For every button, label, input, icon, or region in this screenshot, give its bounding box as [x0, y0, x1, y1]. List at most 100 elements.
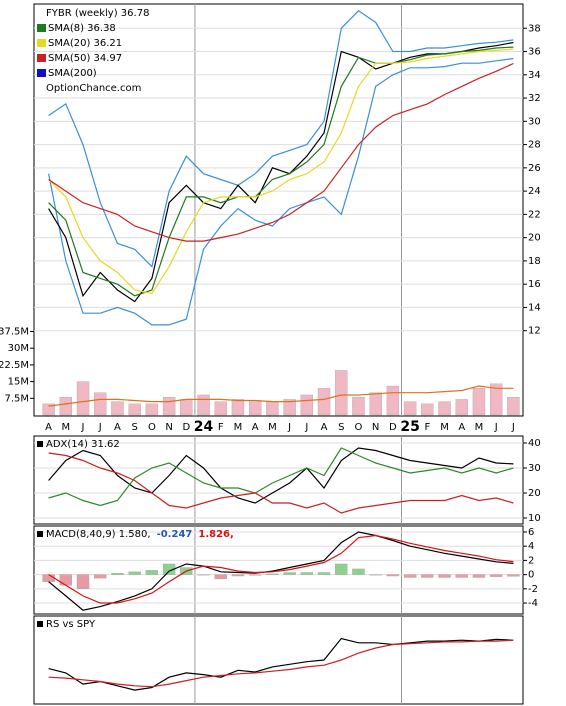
x-tick-label: J [511, 422, 515, 433]
y-tick-label: 18 [528, 256, 541, 267]
x-tick-label: S [131, 422, 137, 433]
chart-title: RS vs SPY [46, 619, 96, 630]
x-tick-label: J [494, 422, 498, 433]
series-line [48, 637, 514, 691]
bar [214, 401, 227, 416]
x-tick-label: S [338, 422, 344, 433]
y-tick-label: 15M [8, 377, 29, 388]
bar [111, 401, 124, 416]
legend-swatch [37, 24, 46, 32]
x-tick-label: J [98, 422, 102, 433]
bar [128, 403, 141, 416]
x-tick-label: N [165, 422, 172, 433]
bar [369, 392, 382, 416]
bar [403, 574, 417, 578]
bar [490, 574, 503, 577]
series-line [48, 62, 514, 242]
x-tick-label: A [45, 422, 52, 433]
legend-label: SMA(200) [48, 68, 97, 79]
legend-swatch [37, 39, 46, 47]
series-line [48, 447, 514, 507]
bar [128, 571, 141, 575]
bar [197, 574, 210, 576]
bar [335, 563, 348, 575]
y-tick-label: 6 [528, 527, 534, 538]
bar [317, 572, 331, 575]
x-tick-label: M [440, 422, 449, 433]
x-tick-label: O [355, 422, 363, 433]
series-line [48, 57, 514, 326]
bar [76, 574, 90, 589]
bar [421, 403, 434, 416]
bar [249, 574, 262, 576]
bar [421, 574, 434, 578]
bar [231, 574, 245, 577]
x-tick-label: M [62, 422, 71, 433]
bar [42, 403, 55, 416]
bar [386, 385, 400, 416]
series-line [48, 452, 514, 514]
y-tick-label: 30 [528, 116, 541, 127]
legend-label: -0.247 [157, 529, 193, 540]
bar [507, 574, 520, 577]
x-tick-label: A [114, 422, 121, 433]
bar [283, 572, 296, 575]
y-tick-label: -4 [528, 598, 538, 609]
y-tick-label: 24 [528, 186, 541, 197]
legend-label: 1.826, [198, 529, 233, 540]
legend-swatch [37, 54, 46, 62]
adx-panel [33, 435, 524, 525]
legend-swatch [37, 441, 43, 447]
bar [162, 397, 176, 416]
bar [507, 397, 520, 416]
y-tick-label: 32 [528, 93, 541, 104]
y-tick-label: 0 [528, 570, 534, 581]
y-tick-label: 36 [528, 47, 541, 58]
bar [162, 563, 176, 575]
bar [403, 401, 417, 416]
bar [266, 401, 279, 416]
y-tick-label: 20 [528, 233, 541, 244]
bar [472, 574, 486, 578]
bar [300, 394, 313, 416]
bar [76, 381, 90, 416]
bar [266, 573, 279, 575]
y-tick-label: 10 [528, 513, 541, 524]
y-tick-label: 20 [528, 488, 541, 499]
x-tick-label: 25 [400, 419, 419, 435]
bar [317, 388, 331, 416]
chart-title: MACD(8,40,9) 1.580, [46, 529, 151, 540]
bar [42, 574, 55, 582]
legend-label: SMA(20) 36.21 [48, 38, 122, 49]
bar [490, 383, 503, 416]
bar [145, 403, 159, 416]
x-tick-label: J [81, 422, 85, 433]
bar [94, 392, 107, 416]
y-tick-label: 26 [528, 163, 541, 174]
y-tick-label: 16 [528, 279, 541, 290]
source-label: OptionChance.com [46, 83, 141, 94]
legend-swatch [37, 69, 46, 77]
x-tick-label: D [182, 422, 190, 433]
y-tick-label: 28 [528, 140, 541, 151]
series-line [48, 385, 514, 407]
bar [455, 574, 468, 578]
chart-title: FYBR (weekly) 36.78 [46, 8, 149, 19]
bar [94, 574, 107, 579]
x-tick-label: F [424, 422, 430, 433]
y-tick-label: 7.5M [4, 393, 29, 404]
bar [438, 401, 451, 416]
bar [386, 574, 400, 577]
x-tick-label: A [321, 422, 328, 433]
bar [59, 574, 72, 586]
y-tick-label: 12 [528, 326, 541, 337]
bar [180, 399, 193, 416]
y-tick-label: 37.5M [0, 326, 29, 337]
series-line [48, 10, 514, 268]
x-tick-label: M [268, 422, 277, 433]
bar [472, 388, 486, 416]
series-line [48, 639, 514, 688]
bar [455, 399, 468, 416]
